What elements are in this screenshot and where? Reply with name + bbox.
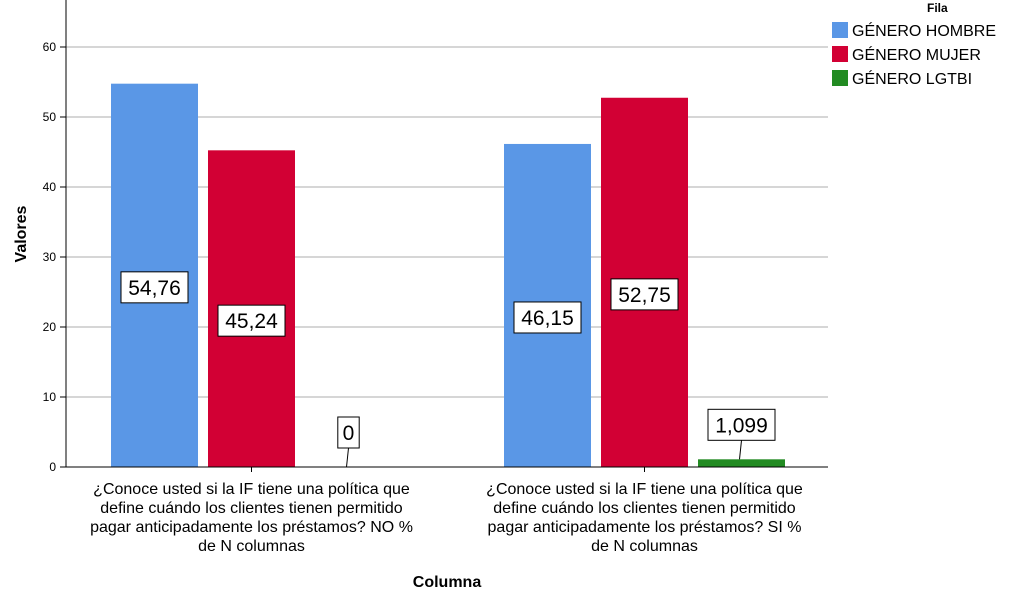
y-tick-label: 0 bbox=[49, 460, 56, 474]
legend-label: GÉNERO HOMBRE bbox=[852, 21, 996, 40]
legend-swatch bbox=[832, 46, 848, 62]
y-tick-label: 10 bbox=[43, 390, 57, 404]
data-label: 46,15 bbox=[521, 307, 574, 330]
category-label: ¿Conoce usted si la IF tiene una polític… bbox=[486, 481, 803, 555]
data-label-leader bbox=[739, 440, 742, 460]
data-label-box bbox=[610, 278, 679, 311]
bar bbox=[698, 459, 785, 467]
axes bbox=[65, 0, 828, 468]
legend-items: GÉNERO HOMBRE GÉNERO MUJER GÉNERO LGTBI bbox=[832, 21, 996, 88]
data-label-box bbox=[707, 408, 776, 441]
data-label-box bbox=[217, 304, 286, 337]
data-label-leader bbox=[346, 447, 349, 468]
data-label: 52,75 bbox=[618, 284, 671, 307]
data-label-box bbox=[513, 301, 582, 334]
data-labels: 54,76 46,15 45,24 52,75 0 1,099 bbox=[120, 271, 776, 468]
category-label: ¿Conoce usted si la IF tiene una polític… bbox=[90, 481, 413, 555]
data-label: 1,099 bbox=[715, 414, 768, 437]
legend-label: GÉNERO MUJER bbox=[852, 45, 981, 64]
category-labels: ¿Conoce usted si la IF tiene una polític… bbox=[90, 467, 803, 555]
x-axis-title: Columna bbox=[413, 574, 482, 591]
legend-label: GÉNERO LGTBI bbox=[852, 69, 972, 88]
legend-swatch bbox=[832, 22, 848, 38]
y-tick-label: 50 bbox=[43, 110, 57, 124]
data-label: 45,24 bbox=[225, 310, 278, 333]
y-tick-label: 20 bbox=[43, 320, 57, 334]
legend-swatch bbox=[832, 70, 848, 86]
legend: Fila GÉNERO HOMBRE GÉNERO MUJER GÉNERO LGT… bbox=[832, 1, 996, 88]
y-tick-label: 30 bbox=[43, 250, 57, 264]
y-axis-ticks: 0 10 20 30 40 50 60 bbox=[43, 40, 66, 474]
data-label-box bbox=[337, 416, 360, 449]
data-label: 0 bbox=[343, 422, 355, 445]
data-label: 54,76 bbox=[128, 277, 181, 300]
y-axis-title: Valores bbox=[13, 205, 30, 262]
y-tick-label: 40 bbox=[43, 180, 57, 194]
y-tick-label: 60 bbox=[43, 40, 57, 54]
legend-title: Fila bbox=[927, 1, 948, 15]
data-label-box bbox=[120, 271, 189, 304]
bars bbox=[111, 83, 785, 468]
